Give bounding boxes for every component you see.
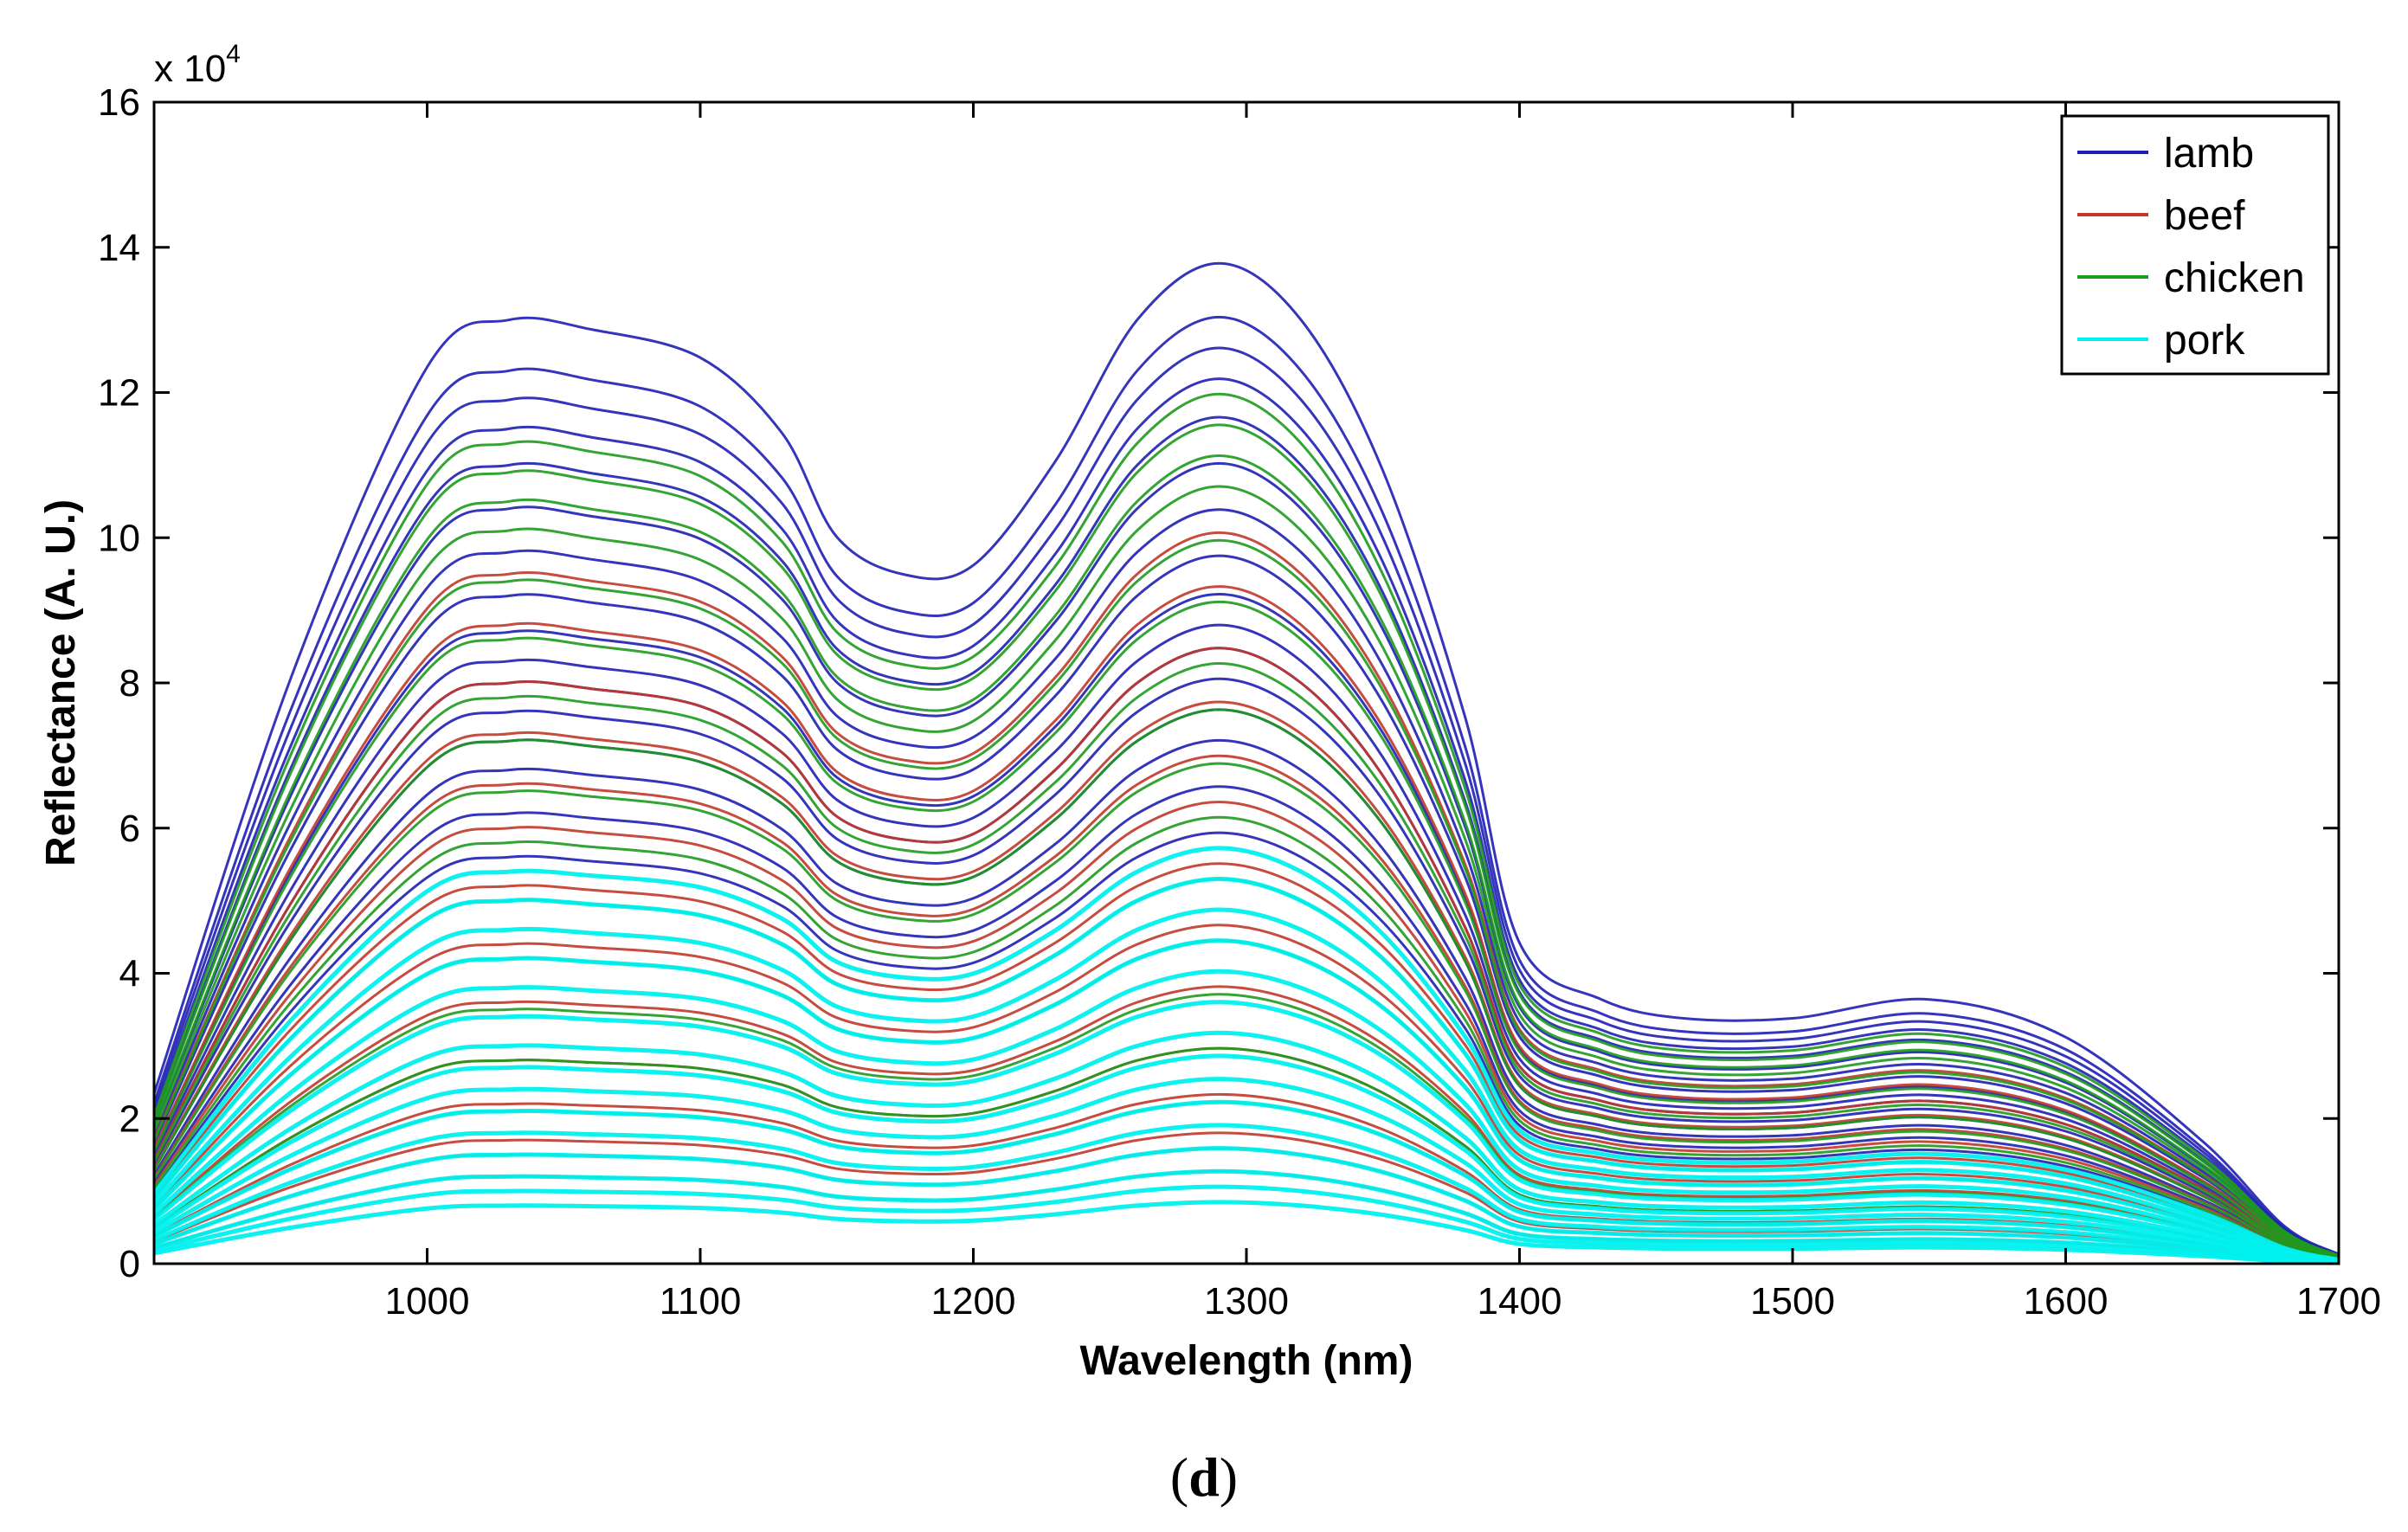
- spectrum-line-chicken-7: [154, 708, 2339, 1260]
- y-axis-title: Reflectance (A. U.): [38, 499, 84, 866]
- spectrum-line-pork-6: [154, 1030, 2339, 1264]
- spectrum-line-lamb-14: [154, 785, 2339, 1261]
- spectrum-line-pork-4: [154, 969, 2339, 1264]
- spectrum-line-chicken-9: [154, 815, 2339, 1261]
- x-tick-label: 1000: [385, 1280, 470, 1323]
- y-tick-label: 14: [98, 227, 140, 269]
- panel-label: (d): [1170, 1446, 1238, 1508]
- legend-label: chicken: [2164, 255, 2305, 301]
- spectrum-line-beef-0: [154, 531, 2339, 1258]
- spectrum-line-pork-8: [154, 1077, 2339, 1264]
- spectrum-line-chicken-4: [154, 538, 2339, 1258]
- spectrum-line-lamb-2: [154, 346, 2339, 1257]
- y-exponent-power: 4: [226, 40, 241, 68]
- spectrum-line-pork-10: [154, 1123, 2339, 1264]
- legend-item-chicken: chicken: [2077, 255, 2305, 301]
- panel-label-letter: d: [1188, 1446, 1220, 1508]
- y-tick-label: 0: [119, 1243, 140, 1285]
- panel-label-open: (: [1170, 1446, 1188, 1508]
- spectrum-line-pork-9: [154, 1099, 2339, 1264]
- spectrum-line-pork-0: [154, 846, 2339, 1262]
- spectrum-line-beef-2: [154, 647, 2339, 1259]
- spectrum-line-lamb-4: [154, 415, 2339, 1258]
- legend: lamb beef chicken pork: [2060, 114, 2330, 376]
- spectrum-line-chicken-1: [154, 423, 2339, 1258]
- y-tick-label: 12: [98, 372, 140, 415]
- y-tick-label: 8: [119, 662, 140, 705]
- spectrum-line-lamb-13: [154, 738, 2339, 1260]
- y-axis: 0 2 4 6 8 10 12 14 16: [98, 81, 2339, 1285]
- spectrum-line-chicken-0: [154, 392, 2339, 1257]
- x-axis: 1000 1100 1200 1300 1400 1500 1600 1700: [385, 102, 2381, 1323]
- spectrum-line-chicken-3: [154, 485, 2339, 1258]
- spectrum-line-pork-14: [154, 1200, 2339, 1264]
- spectrum-line-pork-1: [154, 876, 2339, 1263]
- legend-item-lamb: lamb: [2077, 131, 2254, 177]
- spectrum-line-lamb-3: [154, 377, 2339, 1257]
- spectrum-line-beef-6: [154, 862, 2339, 1262]
- y-tick-label: 6: [119, 808, 140, 850]
- y-exponent-prefix: x 10: [154, 48, 226, 90]
- spectrum-line-beef-7: [154, 924, 2339, 1262]
- spectrum-line-pork-3: [154, 938, 2339, 1263]
- x-tick-label: 1300: [1204, 1280, 1289, 1323]
- y-tick-label: 10: [98, 517, 140, 559]
- spectrum-line-pork-7: [154, 1053, 2339, 1264]
- y-exponent: x 104: [154, 40, 241, 90]
- legend-item-beef: beef: [2077, 193, 2245, 239]
- spectrum-line-pork-11: [154, 1146, 2339, 1264]
- legend-item-pork: pork: [2077, 318, 2245, 364]
- x-tick-label: 1500: [1750, 1280, 1835, 1323]
- spectrum-line-beef-3: [154, 700, 2339, 1260]
- legend-label: beef: [2164, 193, 2245, 239]
- spectrum-line-chicken-6: [154, 661, 2339, 1259]
- spectrum-line-beef-1: [154, 585, 2339, 1259]
- spectrum-line-beef-8: [154, 985, 2339, 1263]
- spectrum-line-lamb-15: [154, 831, 2339, 1261]
- spectrum-line-chicken-5: [154, 600, 2339, 1259]
- x-tick-label: 1700: [2296, 1280, 2381, 1323]
- spectrum-line-pork-12: [154, 1168, 2339, 1264]
- spectrum-line-lamb-5: [154, 461, 2339, 1258]
- x-tick-label: 1200: [931, 1280, 1016, 1323]
- y-tick-label: 16: [98, 81, 140, 124]
- panel-label-close: ): [1220, 1446, 1238, 1508]
- spectrum-line-chicken-8: [154, 762, 2339, 1260]
- spectrum-line-chicken-2: [154, 454, 2339, 1258]
- spectrum-line-lamb-1: [154, 315, 2339, 1257]
- x-axis-title: Wavelength (nm): [1080, 1338, 1413, 1384]
- legend-label: pork: [2164, 318, 2245, 364]
- spectrum-line-pork-2: [154, 907, 2339, 1263]
- legend-label: lamb: [2164, 131, 2254, 177]
- spectra-lines: [154, 261, 2339, 1264]
- x-tick-label: 1600: [2024, 1280, 2109, 1323]
- spectrum-line-beef-4: [154, 754, 2339, 1260]
- spectrum-line-lamb-6: [154, 508, 2339, 1258]
- y-tick-label: 2: [119, 1098, 140, 1140]
- spectrum-line-pork-13: [154, 1184, 2339, 1264]
- x-tick-label: 1100: [660, 1280, 742, 1323]
- spectrum-line-lamb-9: [154, 623, 2339, 1259]
- spectrum-line-lamb-7: [154, 554, 2339, 1258]
- spectrum-line-lamb-11: [154, 677, 2339, 1260]
- spectrum-line-beef-5: [154, 801, 2339, 1261]
- spectrum-line-pork-5: [154, 1000, 2339, 1264]
- spectrum-line-lamb-0: [154, 261, 2339, 1256]
- x-tick-label: 1400: [1478, 1280, 1562, 1323]
- legend-box: [2060, 114, 2330, 376]
- y-tick-label: 4: [119, 953, 140, 995]
- spectrum-line-lamb-8: [154, 592, 2339, 1259]
- series-pork: [154, 846, 2339, 1264]
